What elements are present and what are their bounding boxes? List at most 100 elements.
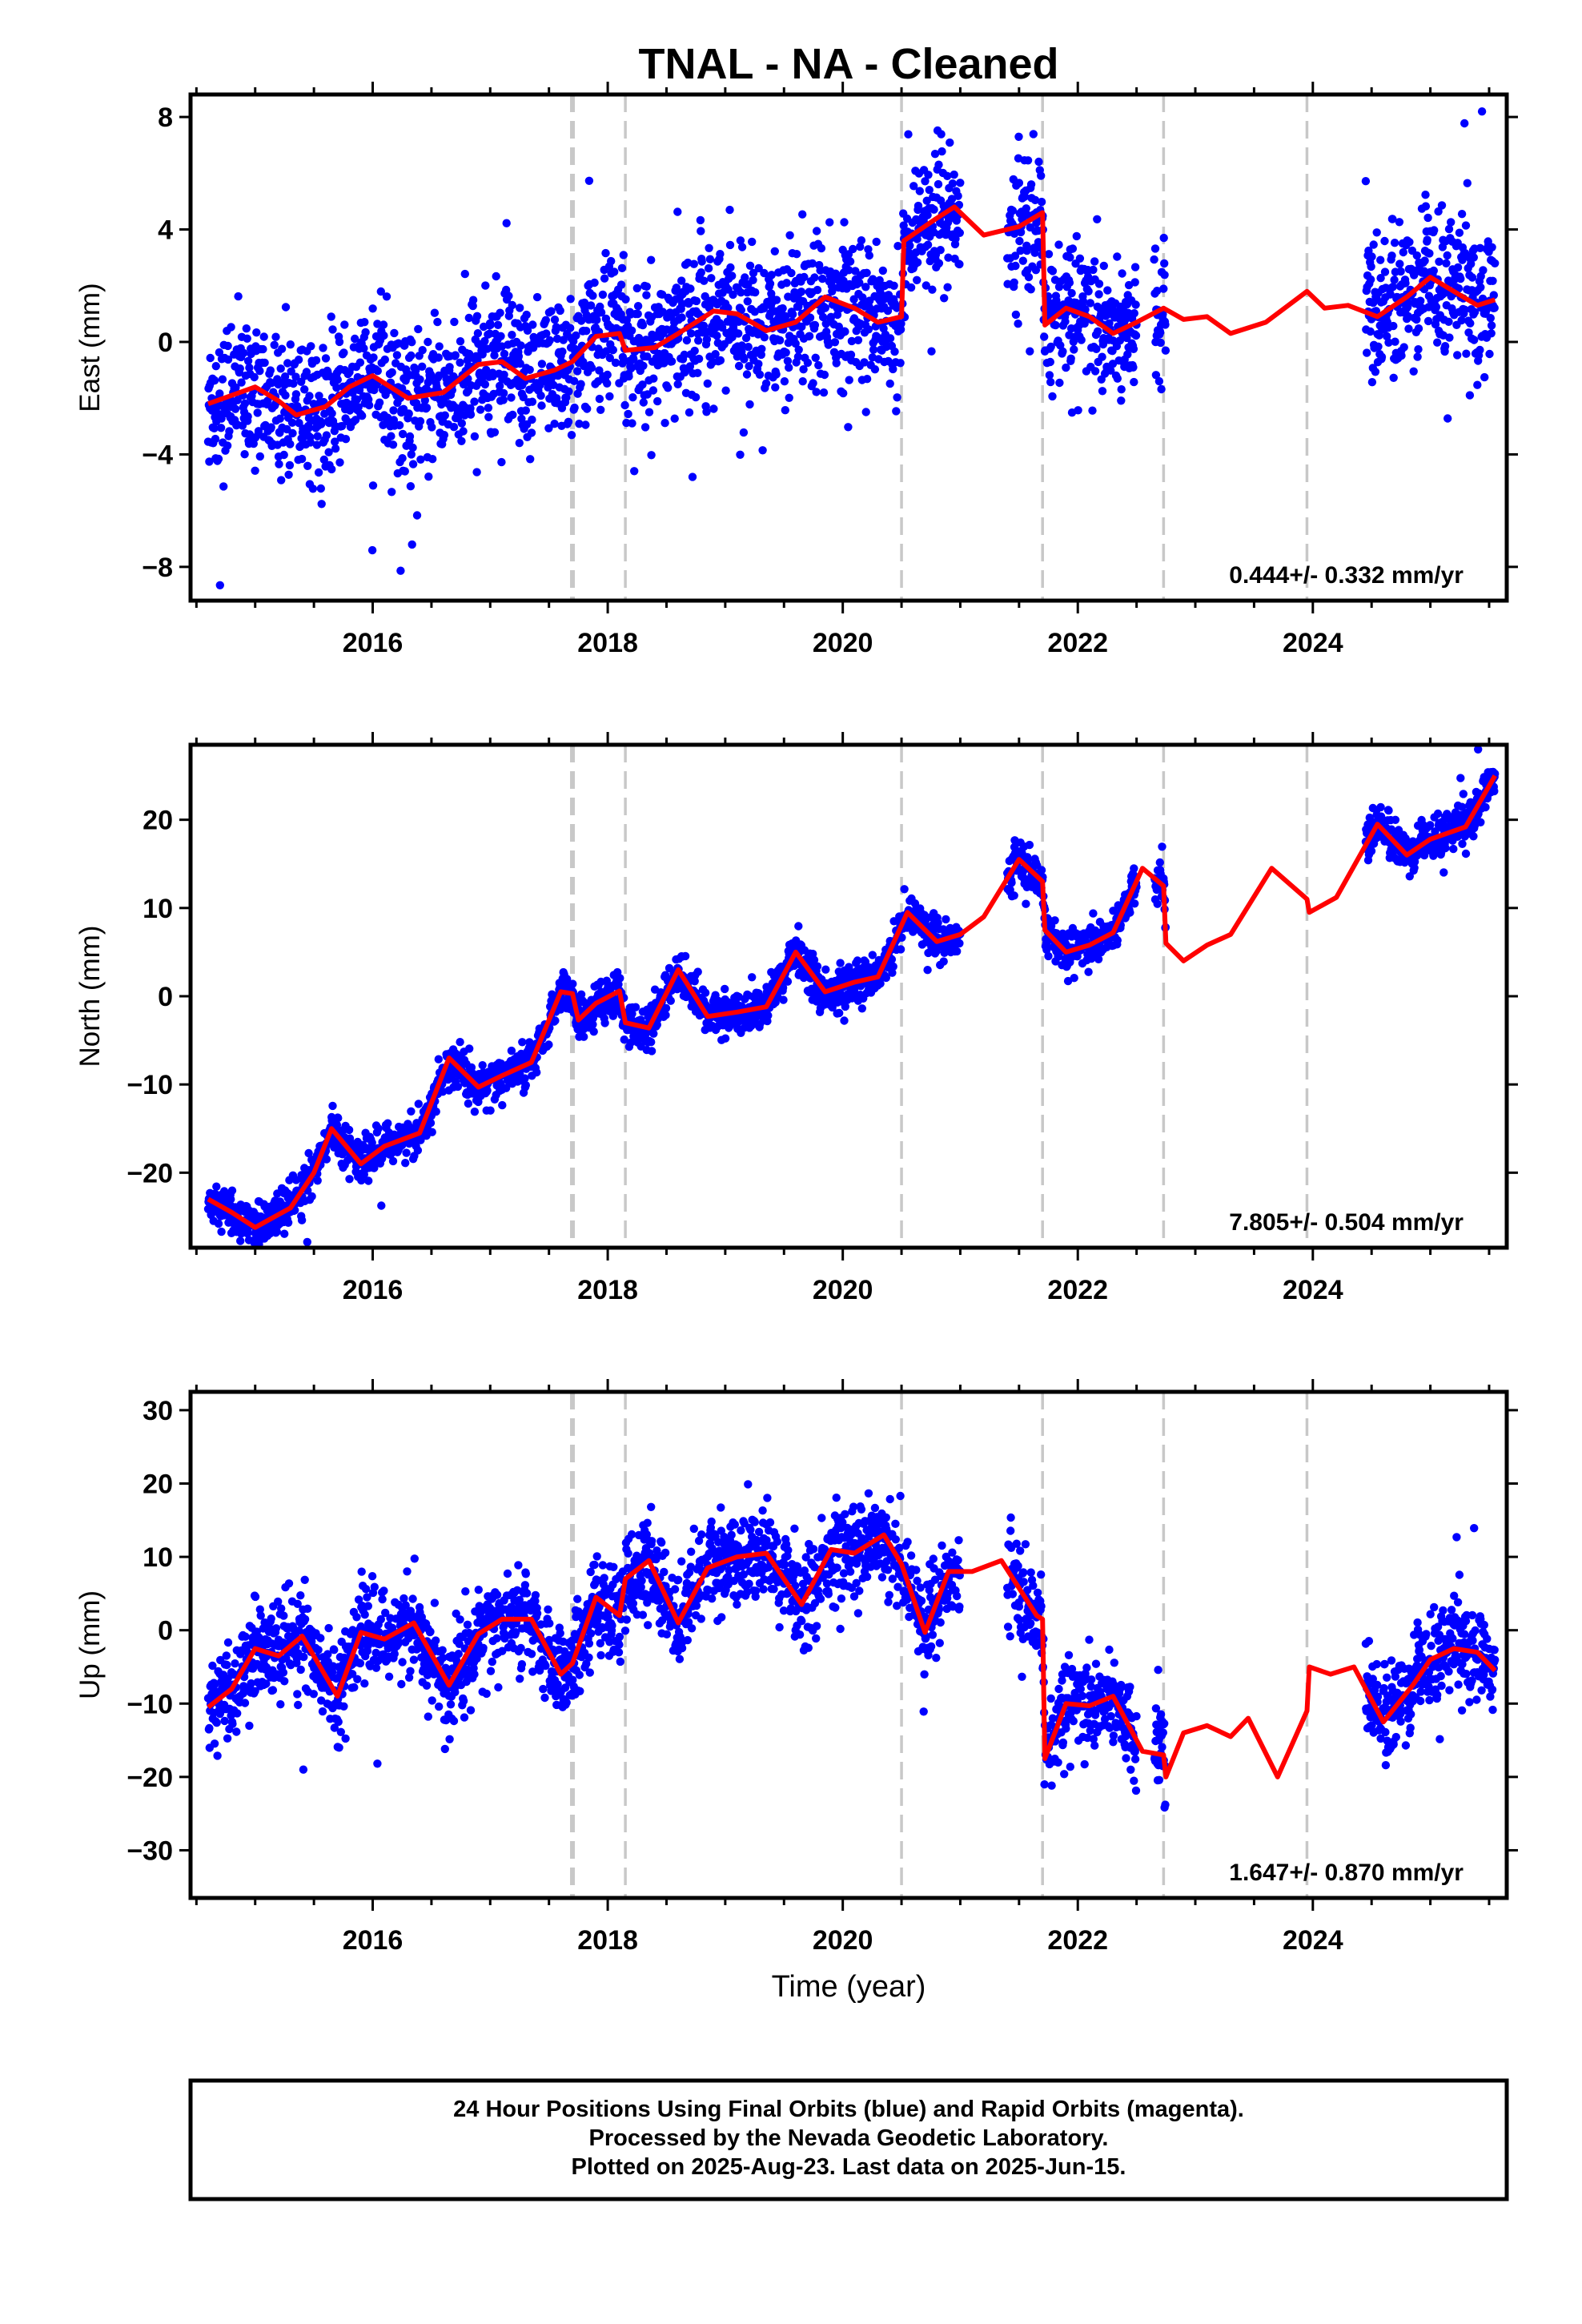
east-data-point [1376, 274, 1385, 283]
east-data-point [1480, 372, 1489, 382]
north-data-point [544, 1040, 553, 1049]
east-data-point [1395, 218, 1404, 227]
east-points [203, 107, 1500, 589]
north-data-point [1405, 872, 1415, 881]
east-data-point [1115, 336, 1125, 345]
east-data-point [760, 333, 769, 342]
east-data-point [496, 381, 504, 391]
north-data-point [942, 915, 950, 924]
east-data-point [414, 324, 423, 334]
east-data-point [1391, 337, 1399, 346]
east-data-point [242, 324, 251, 333]
north-data-point [923, 966, 932, 975]
east-data-point [1401, 279, 1410, 287]
east-data-point [541, 316, 550, 324]
east-data-point [1068, 244, 1078, 253]
east-data-point [1386, 290, 1395, 299]
east-data-point [1444, 317, 1453, 326]
east-data-point [736, 236, 745, 245]
east-data-point [508, 410, 517, 420]
north-data-point [939, 957, 948, 966]
east-data-point [1476, 283, 1485, 292]
east-data-point [713, 332, 721, 340]
east-data-point [250, 372, 259, 382]
east-data-point [602, 347, 611, 356]
north-data-point [402, 1148, 411, 1157]
east-data-point [516, 359, 524, 368]
east-data-point [744, 343, 753, 352]
east-data-point [567, 431, 576, 440]
east-data-point [1131, 331, 1141, 340]
east-data-point [308, 485, 318, 493]
north-data-point [1367, 846, 1376, 856]
east-data-point [923, 211, 932, 219]
east-data-point [1055, 378, 1064, 388]
east-data-point [749, 275, 757, 284]
east-data-point [1088, 406, 1097, 415]
east-data-point [767, 271, 776, 279]
east-data-point [1131, 300, 1140, 309]
north-data-point [580, 1032, 588, 1041]
east-data-point [211, 362, 220, 371]
east-data-point [621, 295, 630, 304]
east-data-point [581, 420, 590, 429]
east-data-point [286, 340, 295, 349]
east-data-point [725, 240, 735, 250]
east-data-point [283, 359, 292, 368]
east-data-point [1092, 344, 1101, 353]
north-data-point [453, 1082, 463, 1092]
east-data-point [1488, 276, 1497, 285]
east-data-point [1413, 352, 1422, 361]
east-data-point [875, 275, 884, 285]
east-data-point [697, 227, 705, 235]
east-data-point [1487, 321, 1496, 330]
north-data-point [1153, 899, 1162, 908]
east-data-point [287, 367, 295, 376]
east-data-point [464, 313, 473, 323]
east-data-point [1108, 360, 1118, 368]
east-data-point [1425, 249, 1434, 258]
east-data-point [1159, 233, 1168, 243]
east-data-point [1465, 391, 1475, 400]
east-data-point [435, 342, 444, 351]
north-data-point [304, 1148, 313, 1158]
east-data-point [1403, 298, 1412, 308]
east-data-point [1461, 221, 1471, 230]
east-data-point [590, 278, 599, 287]
east-data-point [596, 308, 606, 317]
east-data-point [673, 380, 682, 388]
east-data-point [778, 304, 787, 313]
east-data-point [1387, 251, 1396, 260]
east-data-point [1023, 156, 1033, 165]
east-data-point [1420, 256, 1429, 265]
east-data-point [1014, 132, 1023, 141]
east-data-point [517, 414, 526, 424]
east-data-point [1130, 309, 1139, 318]
east-data-point [1062, 363, 1070, 372]
east-data-point [619, 251, 628, 259]
east-data-point [227, 323, 235, 332]
east-data-point [870, 365, 880, 374]
east-data-point [758, 446, 767, 455]
north-data-point [507, 1046, 516, 1055]
east-data-point [600, 274, 609, 283]
east-data-point [335, 337, 344, 347]
east-data-point [570, 403, 579, 412]
east-data-point [1156, 328, 1165, 337]
east-data-point [223, 441, 232, 450]
east-data-point [502, 219, 511, 227]
east-data-point [1453, 351, 1462, 360]
east-data-point [358, 412, 367, 420]
east-data-point [893, 393, 901, 402]
east-data-point [219, 482, 228, 491]
east-data-point [1037, 197, 1046, 207]
east-data-point [500, 349, 509, 359]
north-data-point [1155, 858, 1165, 867]
north-data-point [291, 1176, 301, 1184]
north-data-point [889, 962, 897, 971]
east-data-point [407, 351, 416, 360]
east-data-point [341, 435, 351, 444]
east-data-point [1150, 244, 1160, 253]
east-data-point [1490, 304, 1499, 312]
